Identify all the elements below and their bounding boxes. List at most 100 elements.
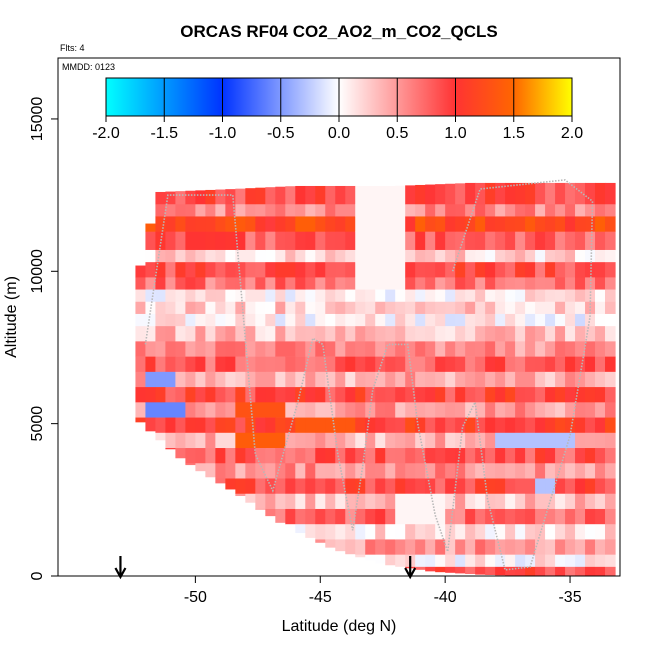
heatmap-cell: [385, 478, 396, 495]
heatmap-cell: [285, 448, 296, 464]
latitude-arrow: [404, 556, 417, 580]
heatmap-cell: [395, 231, 406, 251]
heatmap-cell: [245, 341, 256, 357]
heatmap-cell: [435, 448, 446, 464]
heatmap-cell: [205, 262, 216, 278]
heatmap-cell: [345, 341, 356, 357]
heatmap-cell: [285, 277, 296, 290]
heatmap-cell: [555, 448, 566, 464]
heatmap-cell: [375, 326, 386, 342]
heatmap-cell: [505, 566, 516, 576]
heatmap-cell: [225, 326, 236, 342]
heatmap-cell: [325, 387, 336, 403]
heatmap-cell: [435, 326, 446, 342]
heatmap-cell: [535, 289, 546, 303]
heatmap-cell: [235, 432, 246, 449]
heatmap-cell: [415, 524, 426, 540]
heatmap-cell: [495, 341, 506, 357]
heatmap-cell: [585, 463, 596, 479]
heatmap-cell: [195, 277, 206, 290]
heatmap-cell: [525, 432, 536, 449]
heatmap-cell: [305, 249, 316, 263]
heatmap-cell: [465, 301, 476, 315]
heatmap-cell: [215, 387, 226, 403]
y-tick-label: 0: [29, 571, 46, 580]
heatmap-cell: [205, 341, 216, 357]
heatmap-cell: [555, 417, 566, 434]
heatmap-cell: [415, 448, 426, 464]
heatmap-cell: [365, 185, 376, 205]
heatmap-cell: [595, 402, 606, 418]
heatmap-cell: [285, 262, 296, 278]
heatmap-cell: [335, 204, 346, 217]
heatmap-cell: [515, 539, 526, 555]
heatmap-cell: [275, 277, 286, 290]
heatmap-cell: [305, 301, 316, 315]
heatmap-cell: [375, 277, 386, 290]
heatmap-cell: [565, 204, 576, 217]
heatmap-cell: [255, 313, 266, 327]
heatmap-cell: [475, 301, 486, 315]
heatmap-cell: [215, 262, 226, 278]
heatmap-cell: [545, 402, 556, 418]
heatmap-cell: [275, 417, 286, 434]
heatmap-cell: [595, 341, 606, 357]
heatmap-cell: [585, 204, 596, 217]
heatmap-cell: [195, 231, 206, 251]
heatmap-cell: [165, 277, 176, 290]
heatmap-cell: [385, 524, 396, 540]
heatmap-cell: [445, 539, 456, 555]
heatmap-cell: [385, 432, 396, 449]
heatmap-cell: [385, 185, 396, 205]
heatmap-cell: [425, 289, 436, 303]
heatmap-cell: [285, 356, 296, 373]
heatmap-cell: [265, 249, 276, 263]
heatmap-cell: [555, 387, 566, 403]
heatmap-cell: [385, 387, 396, 403]
heatmap-cell: [375, 356, 386, 373]
heatmap-cell: [405, 508, 416, 525]
heatmap-cell: [445, 231, 456, 251]
heatmap-cell: [435, 463, 446, 479]
heatmap-cell: [415, 508, 426, 525]
heatmap-cell: [265, 289, 276, 303]
heatmap-cell: [565, 249, 576, 263]
heatmap-cell: [515, 478, 526, 495]
heatmap-cell: [255, 341, 266, 357]
heatmap-cell: [275, 204, 286, 217]
heatmap-cell: [275, 216, 286, 232]
heatmap-cell: [405, 493, 416, 510]
heatmap-cell: [365, 508, 376, 525]
heatmap-cell: [305, 493, 316, 510]
heatmap-cell: [275, 186, 286, 205]
heatmap-cell: [305, 313, 316, 327]
heatmap-cell: [195, 204, 206, 217]
heatmap-cell: [175, 356, 186, 373]
heatmap-cell: [425, 277, 436, 290]
heatmap-cell: [255, 402, 266, 418]
heatmap-cell: [605, 371, 616, 388]
heatmap-cell: [385, 341, 396, 357]
heatmap-cell: [185, 301, 196, 315]
heatmap-cell: [495, 277, 506, 290]
heatmap-cell: [525, 356, 536, 373]
heatmap-cell: [185, 249, 196, 263]
heatmap-cell: [395, 508, 406, 525]
heatmap-cell: [175, 448, 186, 459]
heatmap-cell: [515, 182, 526, 205]
heatmap-cell: [245, 326, 256, 342]
heatmap-cell: [415, 402, 426, 418]
heatmap-cell: [145, 262, 157, 278]
heatmap-cell: [595, 478, 606, 495]
heatmap-cell: [405, 448, 416, 464]
heatmap-cell: [525, 277, 536, 290]
heatmap-cell: [295, 524, 306, 534]
heatmap-cell: [575, 277, 586, 290]
heatmap-cell: [415, 262, 426, 278]
heatmap-cell: [365, 289, 376, 303]
heatmap-cell: [385, 301, 396, 315]
heatmap-cell: [585, 371, 596, 388]
heatmap-cell: [325, 508, 336, 525]
heatmap-cell: [385, 402, 396, 418]
heatmap-cell: [585, 508, 596, 525]
